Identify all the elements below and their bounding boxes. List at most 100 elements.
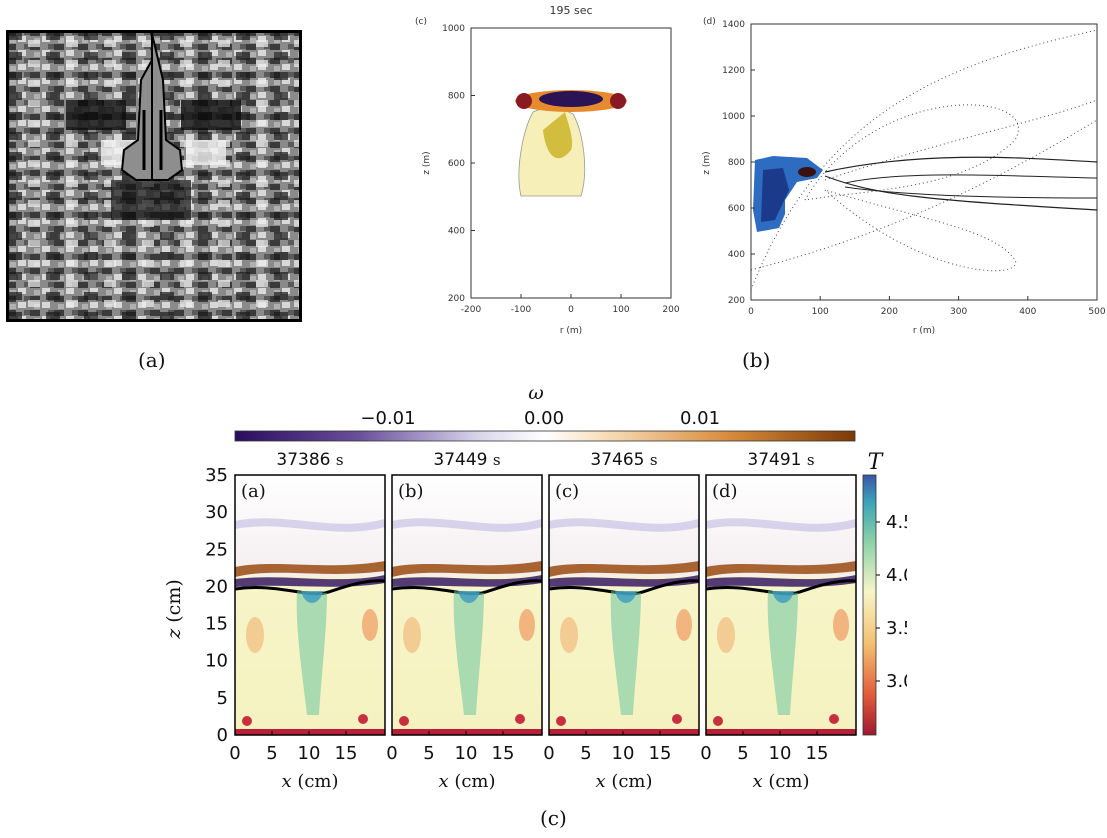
warm-swirl [833,609,849,641]
omega-symbol: ω [528,382,544,404]
plot-d-ytick-label: 200 [728,296,745,306]
cold-plume [296,591,327,715]
contour-solid-2 [824,175,1098,211]
plot-d-xtick-label: 500 [1088,307,1105,317]
subpanel-xlabel: x (cm) [281,771,338,792]
hot-bottom-layer [706,729,856,735]
subpanel-time: 37491 s [747,450,814,470]
omega-band-neg [706,575,856,587]
plot-c-xtick-label: -100 [511,305,532,315]
subpanel-tag: (b) [398,481,424,502]
subpanel-tag: (d) [712,481,738,502]
omega-tick-neg: −0.01 [360,408,415,429]
warm-swirl [676,609,692,641]
subpanel-xtick-label: 0 [700,743,711,764]
subpanel-xtick-label: 5 [423,743,434,764]
omega-band-pos [706,561,856,577]
vortex-left [516,93,532,109]
plot-d-ylabel: z (m) [702,151,712,174]
plot-d-ytick-label: 1400 [722,20,745,30]
subpanel-time: 37386 s [276,450,343,470]
omega-band-pos [549,561,699,577]
omega-band-neg [392,575,542,587]
cold-plume [453,591,484,715]
hot-bottom-layer [549,729,699,735]
plot-d-xlabel: r (m) [913,326,935,336]
subpanel-xlabel: x (cm) [752,771,809,792]
panel-b-svg: (c) 195 sec -200 -100 0 100 200 200 400 600 800 1… [415,4,1106,336]
plot-d-xtick-label: 0 [748,307,754,317]
panel-c-ytick-label: 20 [205,576,228,597]
omega-colorbar [234,430,856,442]
panel-c-ytick-label: 10 [205,651,228,672]
plot-d-xtick-label: 200 [881,307,898,317]
subpanel-xlabel: x (cm) [595,771,652,792]
cold-plume-top [301,591,323,603]
panel-c-ytick-label: 25 [205,539,228,560]
plot-d-xtick-label: 100 [812,307,829,317]
t-tick-label: 3.5 [886,618,907,639]
subpanel: (d) [705,474,858,736]
plot-c-xtick-label: 0 [568,305,574,315]
hot-plume-bubble [672,714,682,724]
subpanels: (a) (b) (c) (d) [234,474,858,736]
subpanel-xtick-label: 10 [455,743,478,764]
plot-c-ytick-label: 800 [448,92,465,102]
subpanel-xtick-label: 5 [266,743,277,764]
panel-c-ytick-label: 0 [217,725,228,746]
t-colorbar-ticks: 4.5 4.0 3.5 3.0 [876,512,915,692]
cold-plume [610,591,641,715]
subpanel-tag: (c) [555,481,579,502]
panel-c-ytick-label: 35 [205,465,228,486]
warm-swirl [362,609,378,641]
subpanel-frame [391,474,543,736]
cold-plume [767,591,798,715]
hot-plume-bubble [713,716,723,726]
subpanel-xtick-label: 10 [612,743,635,764]
hot-bottom-layer [392,729,542,735]
warm-swirl [560,617,578,653]
omega-band-pos [235,561,385,577]
panel-c-ylabel: z (cm) [163,579,185,640]
omega-faint-band [705,518,858,532]
omega-band-neg [235,575,385,587]
subpanel-frame [234,474,386,736]
t-tick-label: 3.0 [886,671,907,692]
subpanel-xtick-label: 5 [580,743,591,764]
t-tick-label: 4.5 [886,512,907,533]
hot-plume-bubble [358,714,368,724]
hot-plume-bubble [556,716,566,726]
panel-b: (c) 195 sec -200 -100 0 100 200 200 400 600 800 1… [405,0,1106,345]
cold-plume-top [772,591,794,603]
plot-d-axes: 0 100 200 300 400 500 200 400 600 800 1000 1200 1400 [722,20,1106,317]
plot-d-tag: (d) [703,17,716,27]
t-symbol: T [868,450,885,475]
t-colorbar [862,474,877,736]
plot-d-ytick-label: 1200 [722,66,745,76]
subpanel-xtick-label: 15 [492,743,515,764]
panel-c-xlabels: 0 5 10 15 x (cm) 0 5 10 15 x (cm) 0 5 10 15 x (cm) 0 5 10… [229,743,828,792]
t-tick-label: 4.0 [886,565,907,586]
omega-tick-pos: 0.01 [680,408,720,429]
warm-swirl [403,617,421,653]
subpanel-xtick-label: 0 [386,743,397,764]
plot-d-ytick-label: 400 [728,250,745,260]
plume-head [798,167,816,177]
subpanel: (a) [234,474,387,736]
plot-c-tag: (c) [415,17,427,27]
plot-d-xtick-label: 300 [950,307,967,317]
subpanel: (b) [391,474,544,736]
plot-d-ytick-label: 1000 [722,112,745,122]
plot-d-ytick-label: 600 [728,204,745,214]
plot-c-xtick-label: 200 [662,305,679,315]
warm-swirl [717,617,735,653]
subpanel-xtick-label: 15 [806,743,829,764]
subpanel-tag: (a) [241,481,266,502]
plot-c-axes: -200 -100 0 100 200 200 400 600 800 1000 [442,24,680,315]
omega-band-pos [392,561,542,577]
subpanel-titles: 37386 s 37449 s 37465 s 37491 s [276,450,814,470]
subpanel-frame [548,474,700,736]
panel-a [3,27,305,325]
